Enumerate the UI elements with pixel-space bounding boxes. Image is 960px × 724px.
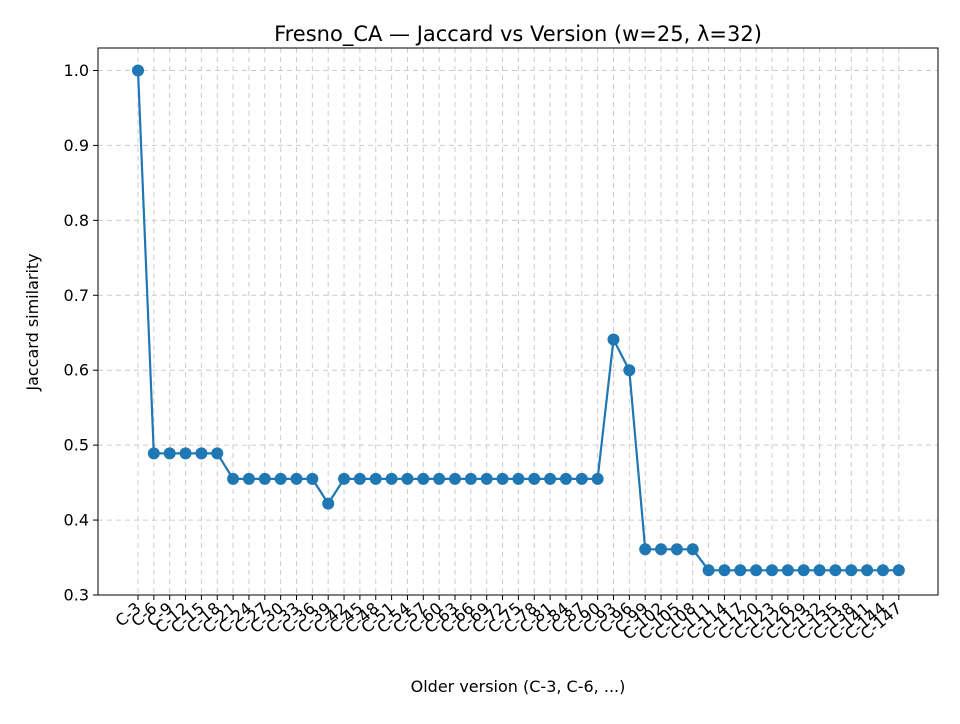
- data-point: [861, 564, 874, 577]
- data-point: [750, 564, 763, 577]
- data-point: [306, 472, 319, 485]
- data-point: [258, 472, 271, 485]
- data-point: [797, 564, 810, 577]
- data-point: [338, 472, 351, 485]
- y-tick-label: 0.3: [64, 586, 89, 605]
- data-point: [211, 447, 224, 460]
- data-point: [449, 472, 461, 485]
- data-point: [417, 472, 430, 485]
- data-point: [290, 472, 303, 485]
- data-point: [195, 447, 208, 460]
- data-point: [670, 543, 683, 556]
- data-point: [829, 564, 842, 577]
- y-tick-label: 0.5: [64, 436, 89, 455]
- data-point: [813, 564, 826, 577]
- data-point: [147, 447, 160, 460]
- data-point: [433, 472, 446, 485]
- chart-title: Fresno_CA — Jaccard vs Version (w=25, λ=…: [274, 22, 762, 47]
- data-point: [369, 472, 382, 485]
- data-point: [528, 472, 541, 485]
- data-point: [179, 447, 192, 460]
- y-tick-label: 0.4: [64, 511, 89, 530]
- y-tick-label: 1.0: [64, 61, 89, 80]
- data-point: [575, 472, 588, 485]
- data-point: [132, 64, 144, 77]
- y-axis-label: Jaccard similarity: [23, 253, 42, 391]
- data-point: [876, 564, 889, 577]
- data-point: [591, 472, 604, 485]
- data-point: [163, 447, 176, 460]
- data-point: [559, 472, 572, 485]
- data-point: [544, 472, 557, 485]
- data-point: [686, 543, 699, 556]
- data-point: [401, 472, 414, 485]
- axes: 0.30.40.50.60.70.80.91.0C-3C-6C-9C-12C-1…: [64, 61, 906, 644]
- data-point: [639, 543, 652, 556]
- data-point: [655, 543, 668, 556]
- data-point: [385, 472, 398, 485]
- data-point: [496, 472, 509, 485]
- data-point: [322, 497, 335, 510]
- y-tick-label: 0.9: [64, 136, 89, 155]
- y-tick-label: 0.7: [64, 286, 89, 305]
- data-point: [734, 564, 747, 577]
- series: [132, 64, 905, 577]
- data-point: [623, 364, 636, 377]
- data-point: [845, 564, 858, 577]
- y-tick-label: 0.6: [64, 361, 89, 380]
- data-point: [702, 564, 715, 577]
- data-point: [892, 564, 905, 577]
- data-point: [781, 564, 794, 577]
- data-point: [464, 472, 477, 485]
- data-point: [607, 333, 620, 346]
- data-point: [353, 472, 366, 485]
- data-point: [227, 472, 240, 485]
- grid: [98, 48, 938, 596]
- data-point: [480, 472, 493, 485]
- data-point: [512, 472, 525, 485]
- data-point: [718, 564, 731, 577]
- y-tick-label: 0.8: [64, 211, 89, 230]
- data-point: [274, 472, 287, 485]
- data-point: [242, 472, 255, 485]
- x-axis-label: Older version (C-3, C-6, ...): [411, 677, 626, 696]
- data-point: [766, 564, 778, 577]
